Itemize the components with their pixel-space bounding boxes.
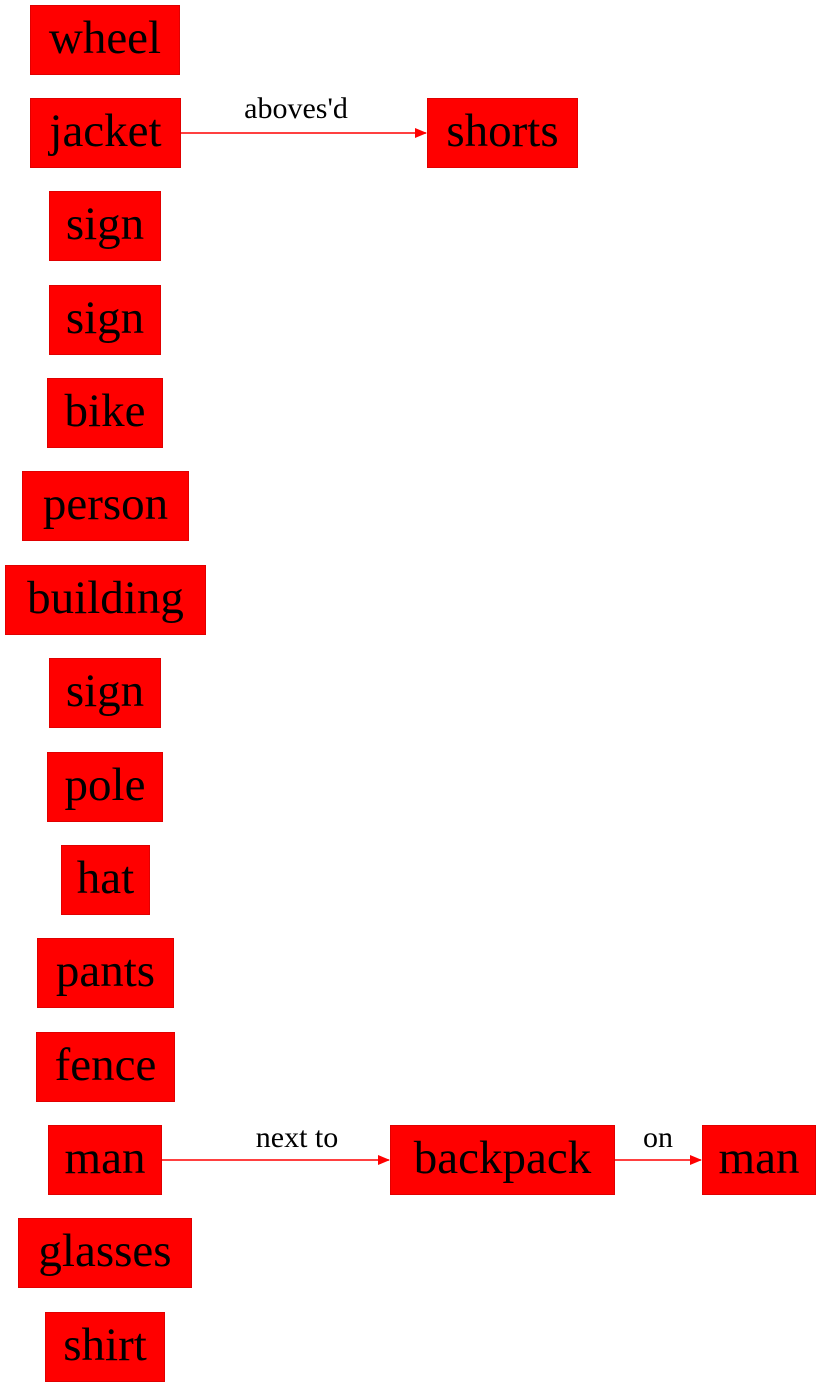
node-sign: sign bbox=[49, 285, 161, 355]
node-fence: fence bbox=[36, 1032, 175, 1102]
node-man: man bbox=[702, 1125, 816, 1195]
node-label: fence bbox=[54, 1038, 157, 1091]
node-shirt: shirt bbox=[45, 1312, 165, 1382]
edge-man-backpack: next to bbox=[162, 1121, 390, 1165]
node-jacket: jacket bbox=[30, 98, 181, 168]
node-label: sign bbox=[65, 664, 145, 717]
node-label: hat bbox=[76, 851, 135, 904]
edge-label: next to bbox=[256, 1121, 339, 1154]
node-glasses: glasses bbox=[18, 1218, 192, 1288]
node-label: sign bbox=[65, 197, 145, 250]
edge-label: aboves'd bbox=[244, 92, 348, 125]
node-bike: bike bbox=[47, 378, 163, 448]
node-pants: pants bbox=[37, 938, 174, 1008]
node-label: pants bbox=[55, 944, 156, 997]
edge-backpack-man: on bbox=[615, 1121, 702, 1165]
node-backpack: backpack bbox=[390, 1125, 615, 1195]
node-hat: hat bbox=[61, 845, 150, 915]
node-pole: pole bbox=[47, 752, 163, 822]
node-building: building bbox=[5, 565, 206, 635]
node-sign: sign bbox=[49, 658, 161, 728]
node-label: bike bbox=[64, 384, 146, 437]
node-label: man bbox=[718, 1131, 800, 1184]
node-label: sign bbox=[65, 291, 145, 344]
node-sign: sign bbox=[49, 191, 161, 261]
node-label: shorts bbox=[446, 104, 559, 157]
node-label: person bbox=[42, 477, 169, 530]
node-label: man bbox=[64, 1131, 146, 1184]
node-shorts: shorts bbox=[427, 98, 578, 168]
node-label: pole bbox=[64, 758, 146, 811]
node-wheel: wheel bbox=[30, 5, 180, 75]
edge-label: on bbox=[643, 1121, 673, 1154]
node-label: glasses bbox=[38, 1224, 172, 1277]
node-man: man bbox=[48, 1125, 162, 1195]
edge-jacket-shorts: aboves'd bbox=[181, 92, 427, 138]
node-label: backpack bbox=[413, 1131, 592, 1184]
node-label: shirt bbox=[63, 1318, 147, 1371]
node-label: wheel bbox=[48, 11, 162, 64]
node-label: building bbox=[27, 571, 184, 624]
node-person: person bbox=[22, 471, 189, 541]
node-label: jacket bbox=[49, 104, 162, 157]
